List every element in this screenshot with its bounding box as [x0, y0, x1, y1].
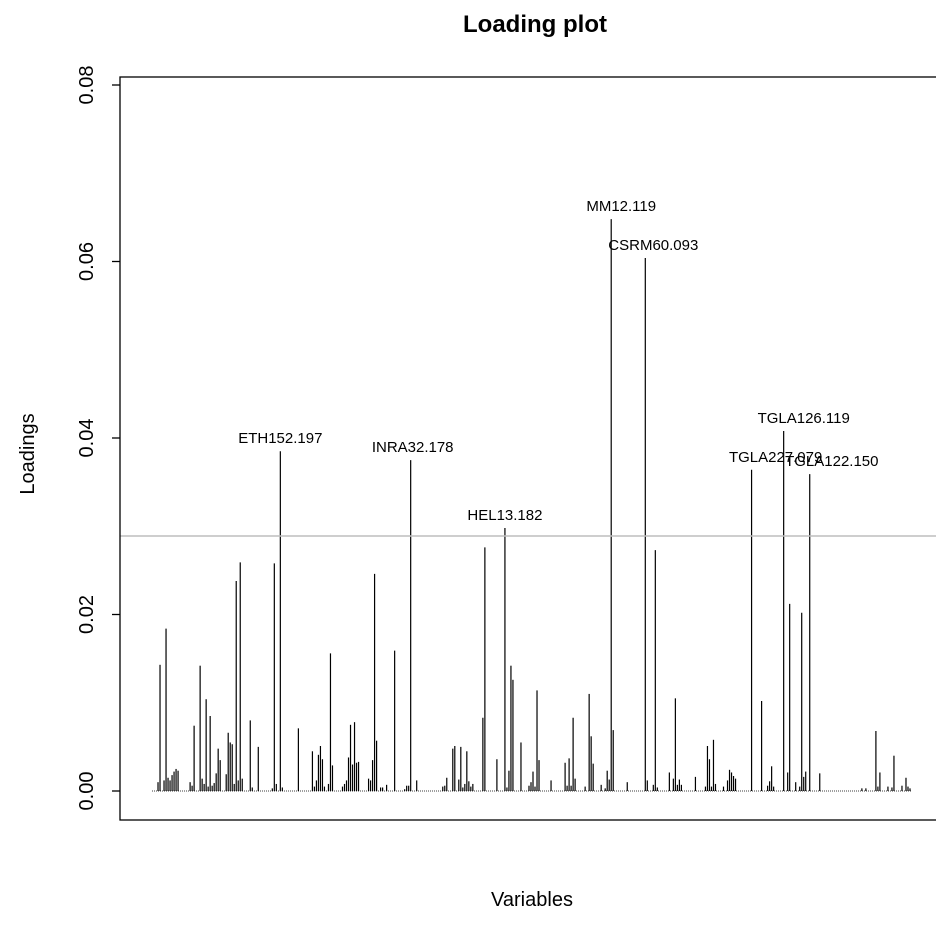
- peak-labels: ETH152.197 INRA32.178 HEL13.182 MM12.119 CSR…: [238, 198, 878, 524]
- y-axis: 0.00 0.02 0.04 0.06 0.08: [76, 66, 120, 811]
- peak-label: MM12.119: [586, 198, 656, 215]
- y-tick-label: 0.00: [76, 772, 98, 811]
- chart-title: Loading plot: [463, 11, 607, 38]
- y-tick-label: 0.08: [76, 66, 98, 105]
- plot-frame: [119, 76, 936, 821]
- y-tick-label: 0.06: [76, 242, 98, 281]
- loading-bars: [152, 219, 912, 792]
- y-tick-label: 0.02: [76, 595, 98, 634]
- y-tick-label: 0.04: [76, 419, 98, 458]
- peak-label: HEL13.182: [467, 507, 542, 524]
- peak-label: TGLA227.079: [729, 449, 822, 466]
- peak-label: TGLA122.150: [785, 453, 878, 470]
- peak-label: TGLA126.119: [758, 410, 850, 427]
- peak-label: CSRM60.093: [608, 237, 698, 254]
- x-axis-label: Variables: [491, 889, 573, 911]
- peak-label: INRA32.178: [372, 439, 454, 456]
- y-axis-label: Loadings: [17, 413, 39, 494]
- peak-label: ETH152.197: [238, 430, 322, 447]
